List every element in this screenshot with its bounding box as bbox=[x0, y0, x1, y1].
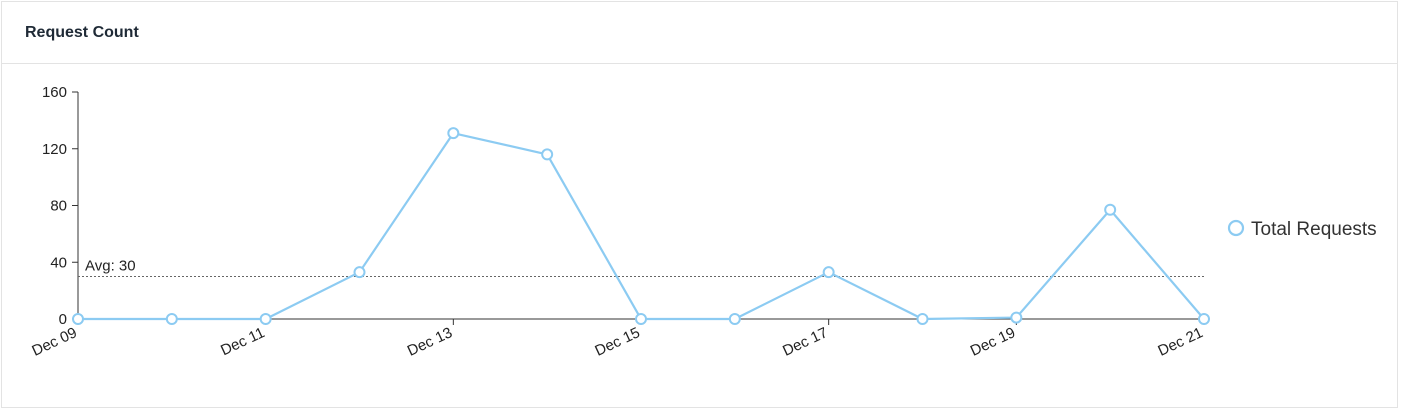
y-tick-label: 160 bbox=[42, 84, 67, 101]
y-tick-label: 0 bbox=[59, 311, 67, 328]
x-tick-label: Dec 17 bbox=[780, 324, 830, 359]
legend[interactable]: Total Requests bbox=[1227, 219, 1377, 240]
x-tick-label: Dec 21 bbox=[1155, 324, 1205, 359]
data-point[interactable] bbox=[728, 313, 741, 325]
y-tick-label: 40 bbox=[50, 254, 67, 271]
average-line-group: Avg: 30 bbox=[78, 257, 1204, 277]
legend-marker[interactable] bbox=[1227, 219, 1245, 237]
y-axis: 0 40 80 120 160 bbox=[42, 84, 79, 328]
x-tick-label: Dec 19 bbox=[968, 324, 1018, 359]
data-point[interactable] bbox=[353, 266, 366, 279]
series-line-total-requests bbox=[78, 132, 1205, 321]
data-point[interactable] bbox=[1104, 203, 1117, 216]
data-point[interactable] bbox=[165, 313, 178, 325]
data-point[interactable] bbox=[1010, 311, 1023, 324]
x-axis: Dec 09 Dec 11 Dec 13 Dec 15 Dec 17 Dec 19 Dec … bbox=[29, 318, 1206, 360]
x-tick-label: Dec 09 bbox=[29, 324, 79, 359]
y-tick-label: 120 bbox=[42, 141, 67, 158]
data-point[interactable] bbox=[72, 313, 84, 325]
data-point[interactable] bbox=[822, 266, 835, 279]
panel-title: Request Count bbox=[25, 23, 139, 41]
data-point[interactable] bbox=[541, 148, 554, 161]
series-group bbox=[72, 127, 1210, 325]
data-point[interactable] bbox=[635, 313, 647, 325]
data-point[interactable] bbox=[1198, 313, 1210, 325]
data-point[interactable] bbox=[259, 313, 272, 325]
x-tick-label: Dec 11 bbox=[218, 324, 267, 359]
x-tick-label: Dec 13 bbox=[405, 324, 455, 359]
y-tick-label: 80 bbox=[50, 198, 67, 215]
legend-label[interactable]: Total Requests bbox=[1251, 219, 1377, 240]
average-label: Avg: 30 bbox=[85, 257, 136, 274]
x-tick-label: Dec 15 bbox=[592, 324, 642, 359]
data-point[interactable] bbox=[916, 313, 929, 325]
data-point[interactable] bbox=[447, 127, 460, 140]
panel-header: Request Count bbox=[2, 2, 1397, 64]
